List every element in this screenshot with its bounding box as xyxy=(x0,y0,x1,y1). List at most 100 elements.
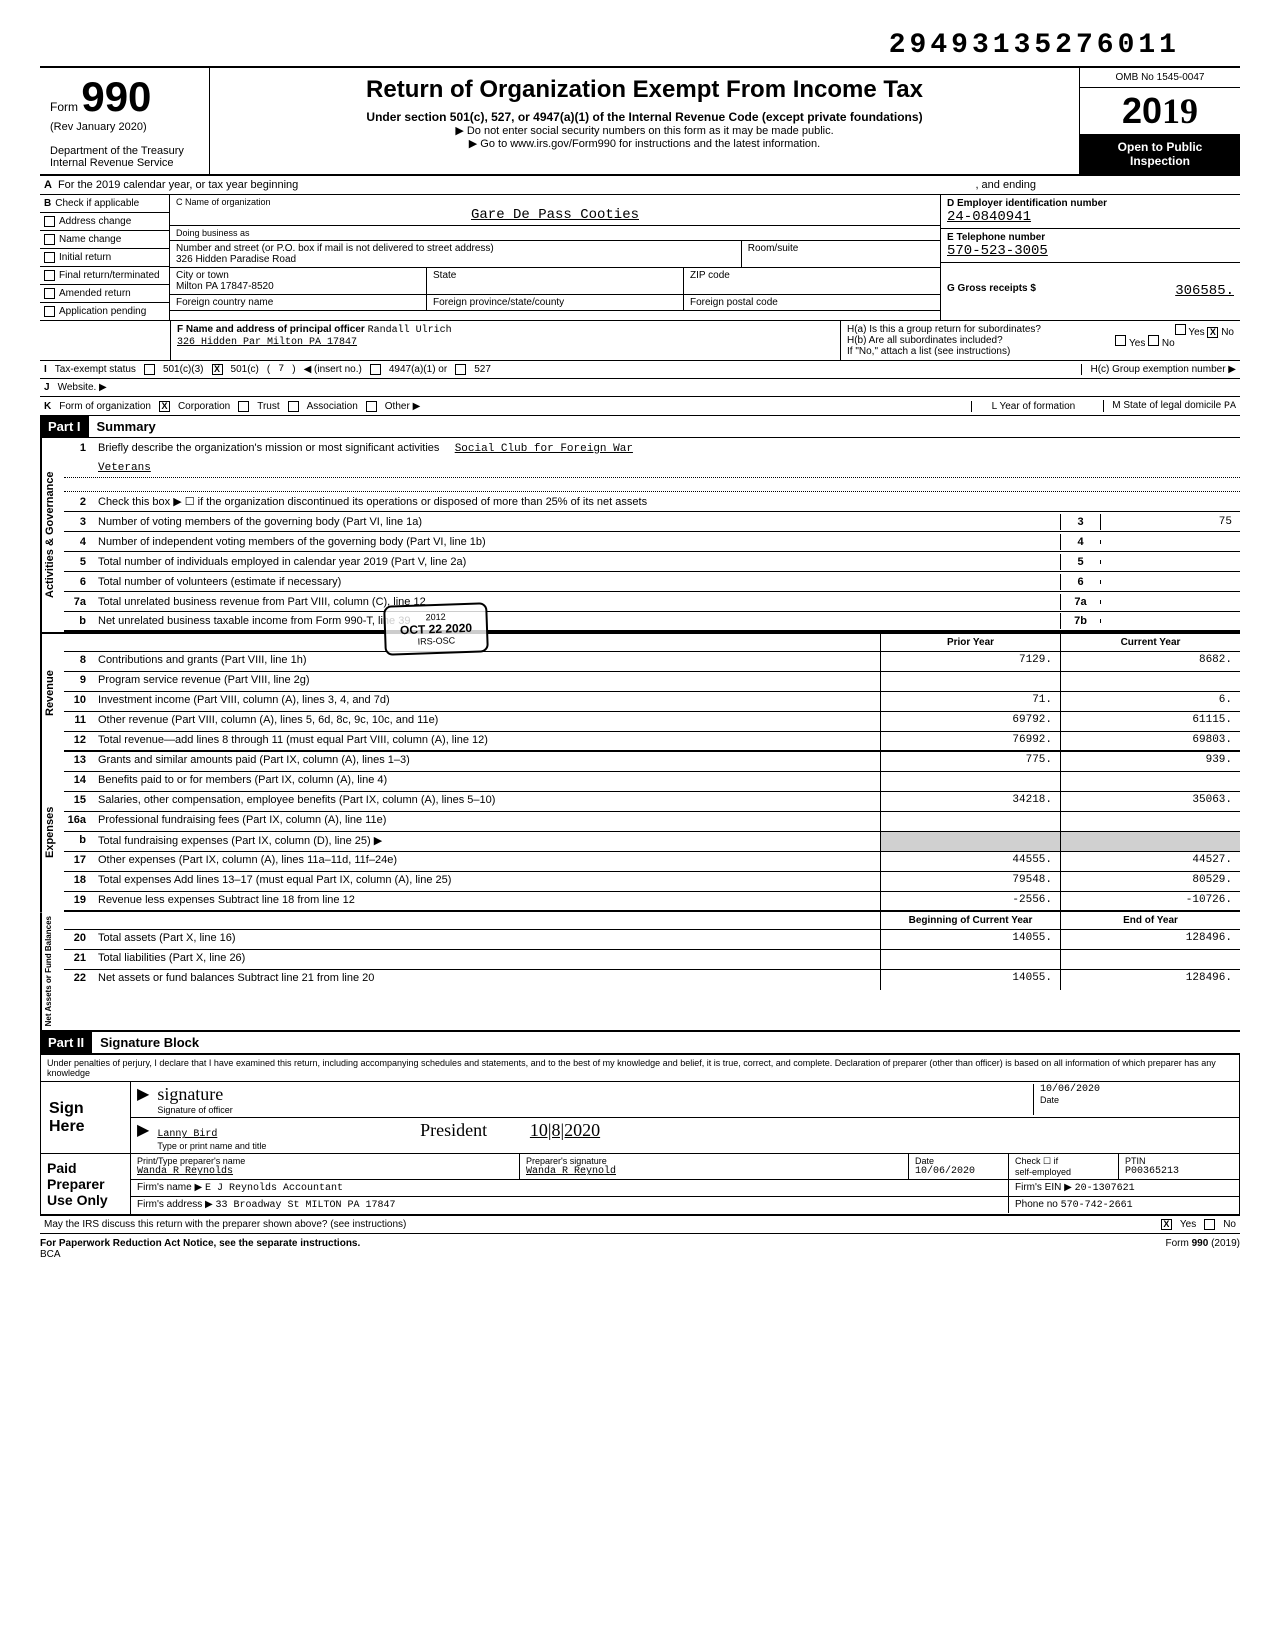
paren-r: ) xyxy=(292,364,295,375)
line-4-text: Number of independent voting members of … xyxy=(94,534,1060,550)
ptin-value: P00365213 xyxy=(1125,1166,1233,1177)
prep-name-label: Print/Type preparer's name xyxy=(137,1156,513,1166)
line-21-prior xyxy=(880,950,1060,969)
line-7b-value xyxy=(1100,619,1240,623)
l-label: L Year of formation xyxy=(971,401,1096,412)
line-15-text: Salaries, other compensation, employee b… xyxy=(94,792,880,811)
line-3-num: 3 xyxy=(64,516,94,528)
checkbox-hb-yes[interactable] xyxy=(1115,335,1126,346)
part-1-header: Part I xyxy=(40,416,89,437)
checkbox-application-pending[interactable] xyxy=(44,306,55,317)
beginning-year-header: Beginning of Current Year xyxy=(880,912,1060,929)
row-i: I Tax-exempt status 501(c)(3) 501(c) ( 7… xyxy=(40,361,1240,379)
line-17-text: Other expenses (Part IX, column (A), lin… xyxy=(94,852,880,871)
line-22-curr: 128496. xyxy=(1060,970,1240,990)
form-subtitle: Under section 501(c), 527, or 4947(a)(1)… xyxy=(220,110,1069,124)
revenue-section: Revenue 2012 OCT 22 2020 IRS-OSC Prior Y… xyxy=(40,634,1240,752)
line-11-text: Other revenue (Part VIII, column (A), li… xyxy=(94,712,880,731)
row-a-text: For the 2019 calendar year, or tax year … xyxy=(58,179,298,191)
part-1-body: Activities & Governance 1 Briefly descri… xyxy=(40,438,1240,634)
line-15-prior: 34218. xyxy=(880,792,1060,811)
line-12-num: 12 xyxy=(64,732,94,750)
line-13-curr: 939. xyxy=(1060,752,1240,771)
c-label: C Name of organization xyxy=(176,197,934,207)
line-7a-text: Total unrelated business revenue from Pa… xyxy=(94,594,1060,610)
hb-label: H(b) Are all subordinates included? xyxy=(847,335,1003,346)
e-label: E Telephone number xyxy=(947,232,1045,243)
line-9-curr xyxy=(1060,672,1240,691)
omb-number: OMB No 1545-0047 xyxy=(1080,68,1240,88)
discuss-row: May the IRS discuss this return with the… xyxy=(40,1215,1240,1234)
foreign-province-label: Foreign province/state/county xyxy=(433,297,677,308)
line-9-text: Program service revenue (Part VIII, line… xyxy=(94,672,880,691)
discuss-no: No xyxy=(1223,1219,1236,1230)
line-12-prior: 76992. xyxy=(880,732,1060,750)
part-2-header-row: Part II Signature Block xyxy=(40,1032,1240,1054)
checkbox-trust[interactable] xyxy=(238,401,249,412)
insert-no-label: ◀ (insert no.) xyxy=(304,364,362,375)
firm-ein-label: Firm's EIN ▶ xyxy=(1015,1182,1072,1193)
line-10-curr: 6. xyxy=(1060,692,1240,711)
prep-sig-label: Preparer's signature xyxy=(526,1156,902,1166)
line-8-text: Contributions and grants (Part VIII, lin… xyxy=(94,652,880,671)
checkbox-other[interactable] xyxy=(366,401,377,412)
addr-label: Number and street (or P.O. box if mail i… xyxy=(176,243,735,254)
checkbox-corporation[interactable] xyxy=(159,401,170,412)
vert-activities: Activities & Governance xyxy=(40,438,64,632)
line-8-curr: 8682. xyxy=(1060,652,1240,671)
checkbox-discuss-yes[interactable] xyxy=(1161,1219,1172,1230)
line-8-num: 8 xyxy=(64,652,94,671)
paperwork-notice: For Paperwork Reduction Act Notice, see … xyxy=(40,1238,360,1249)
zip-label: ZIP code xyxy=(690,270,934,281)
line-3-text: Number of voting members of the governin… xyxy=(94,514,1060,530)
line-6-text: Total number of volunteers (estimate if … xyxy=(94,574,1060,590)
expenses-section: Expenses 13 Grants and similar amounts p… xyxy=(40,752,1240,912)
firm-ein: 20-1307621 xyxy=(1075,1183,1135,1194)
line-13-prior: 775. xyxy=(880,752,1060,771)
checkbox-hb-no[interactable] xyxy=(1148,335,1159,346)
j-label: J xyxy=(44,382,50,393)
checkbox-initial-return[interactable] xyxy=(44,252,55,263)
checkbox-discuss-no[interactable] xyxy=(1204,1219,1215,1230)
checkbox-501c3[interactable] xyxy=(144,364,155,375)
line-13-text: Grants and similar amounts paid (Part IX… xyxy=(94,752,880,771)
ha-no: No xyxy=(1221,327,1234,338)
insert-no-val: 7 xyxy=(278,364,284,375)
checkbox-ha-no[interactable] xyxy=(1207,327,1218,338)
checkbox-501c[interactable] xyxy=(212,364,223,375)
check-final-return: Final return/terminated xyxy=(59,270,160,281)
row-k: K Form of organization Corporation Trust… xyxy=(40,397,1240,416)
form-version: Form 990 (2019) xyxy=(1166,1238,1240,1260)
line-6-value xyxy=(1100,580,1240,584)
line-17-prior: 44555. xyxy=(880,852,1060,871)
firm-phone: 570-742-2661 xyxy=(1061,1200,1133,1211)
checkbox-name-change[interactable] xyxy=(44,234,55,245)
form-note-1: ▶ Do not enter social security numbers o… xyxy=(220,124,1069,137)
f-label: F Name and address of principal officer xyxy=(177,324,365,335)
year-box: OMB No 1545-0047 20201919 Open to Public… xyxy=(1080,68,1240,174)
line-15-curr: 35063. xyxy=(1060,792,1240,811)
line-1-value-2: Veterans xyxy=(98,462,151,474)
dept-treasury: Department of the Treasury xyxy=(50,145,199,157)
checkbox-ha-yes[interactable] xyxy=(1175,324,1186,335)
checkbox-527[interactable] xyxy=(455,364,466,375)
officer-name: Randall Ulrich xyxy=(368,325,452,336)
checkbox-association[interactable] xyxy=(288,401,299,412)
open-public-1: Open to Public xyxy=(1084,140,1236,154)
line-5-box: 5 xyxy=(1060,554,1100,570)
line-21-curr xyxy=(1060,950,1240,969)
checkbox-address-change[interactable] xyxy=(44,216,55,227)
city-label: City or town xyxy=(176,270,420,281)
line-4-num: 4 xyxy=(64,536,94,548)
footer: For Paperwork Reduction Act Notice, see … xyxy=(40,1234,1240,1264)
checkbox-final-return[interactable] xyxy=(44,270,55,281)
line-4-box: 4 xyxy=(1060,534,1100,550)
bca: BCA xyxy=(40,1249,61,1260)
form-header: Form 990 (Rev January 2020) Department o… xyxy=(40,66,1240,176)
gross-receipts: 306585. xyxy=(1175,283,1234,299)
checkbox-4947[interactable] xyxy=(370,364,381,375)
line-11-num: 11 xyxy=(64,712,94,731)
line-16b-prior xyxy=(880,832,1060,851)
form-note-2: ▶ Go to www.irs.gov/Form990 for instruct… xyxy=(220,137,1069,150)
checkbox-amended-return[interactable] xyxy=(44,288,55,299)
